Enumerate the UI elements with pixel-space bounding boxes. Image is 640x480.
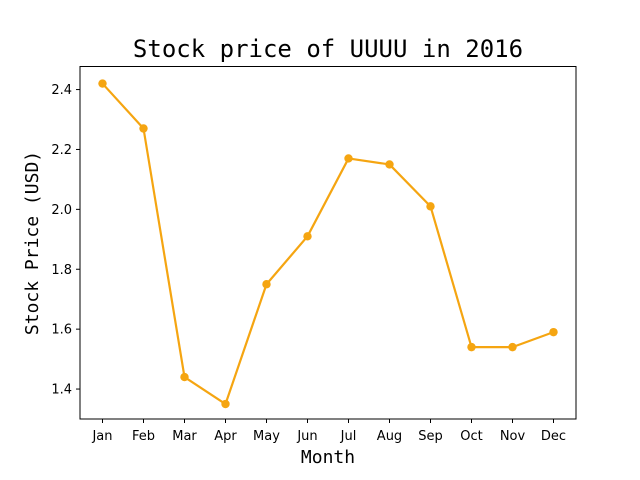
x-tick-label: May: [253, 429, 280, 444]
x-tick-label: Dec: [541, 429, 566, 444]
y-axis: 1.4 1.6 1.8 2.0 2.2 2.4: [51, 83, 80, 398]
data-point: [262, 280, 271, 289]
data-point: [180, 372, 189, 382]
x-tick-label: Jul: [340, 429, 357, 444]
data-point: [303, 232, 312, 241]
x-tick-label: Mar: [172, 429, 197, 444]
data-point: [344, 154, 353, 163]
y-tick-label: 2.4: [51, 83, 72, 98]
x-tick-label: Sep: [418, 429, 443, 444]
data-point: [549, 327, 558, 337]
series-layer: [98, 79, 558, 409]
data-point: [221, 399, 230, 409]
plot-frame: [79, 66, 577, 420]
x-tick-label: Apr: [214, 429, 237, 444]
y-tick-label: 1.6: [51, 323, 72, 338]
x-axis-label: Month: [301, 447, 355, 468]
data-point: [508, 342, 517, 352]
data-point: [467, 342, 476, 352]
data-point: [139, 124, 148, 133]
x-tick-label: Feb: [132, 429, 155, 444]
data-point: [426, 202, 435, 211]
x-tick-label: Aug: [377, 429, 402, 444]
y-tick-label: 1.8: [51, 263, 72, 278]
x-tick-label: Jan: [91, 429, 112, 444]
series-line: [101, 82, 554, 406]
y-axis-label: Stock Price (USD): [22, 151, 43, 335]
chart-title: Stock price of UUUU in 2016: [133, 35, 523, 63]
y-tick-label: 2.0: [51, 203, 72, 218]
y-tick-label: 2.2: [51, 143, 72, 158]
x-tick-label: Jun: [296, 429, 317, 444]
y-tick-label: 1.4: [51, 383, 72, 398]
data-point: [98, 79, 107, 88]
x-axis: Jan Feb Mar Apr May Jun Jul Aug Sep Oct Nov Dec: [91, 419, 566, 444]
data-point: [385, 160, 394, 169]
x-tick-label: Oct: [460, 429, 482, 444]
x-tick-label: Nov: [500, 429, 526, 444]
